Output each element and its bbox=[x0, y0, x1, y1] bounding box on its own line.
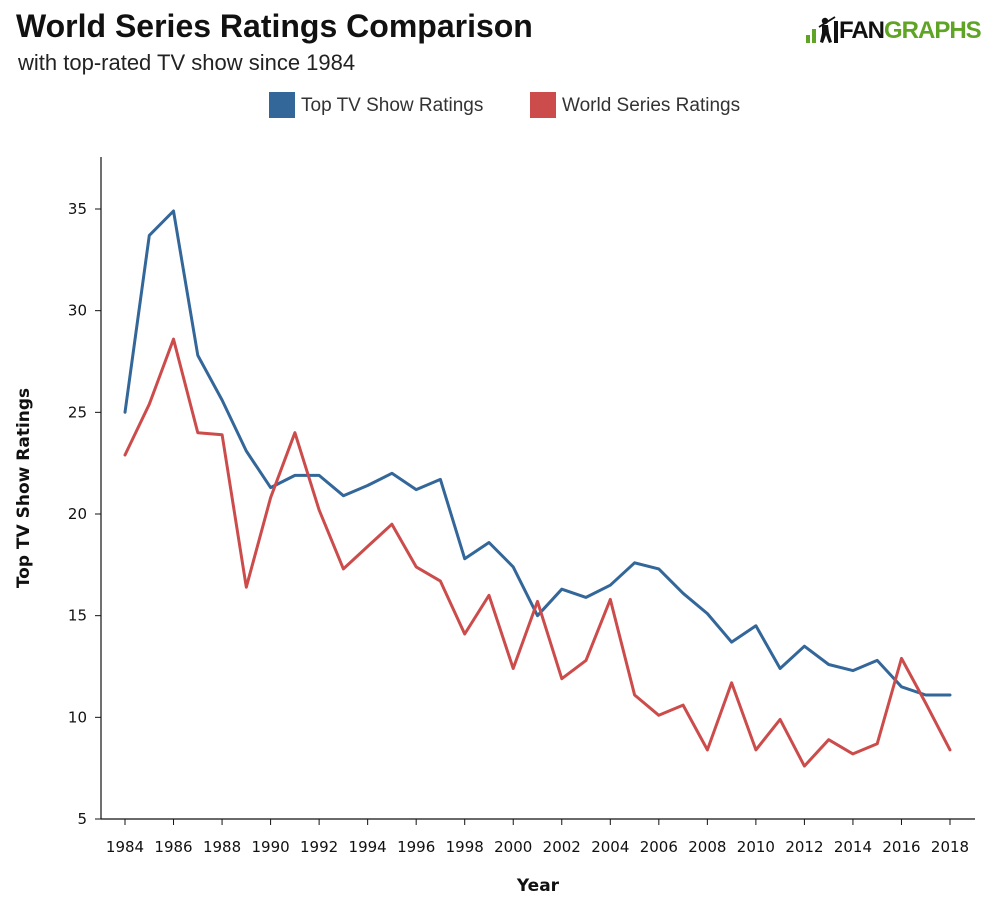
x-tick-label: 1998 bbox=[446, 838, 484, 856]
y-tick-label: 30 bbox=[68, 302, 87, 320]
y-tick-label: 20 bbox=[68, 505, 87, 523]
x-tick-label: 1988 bbox=[203, 838, 241, 856]
x-tick-label: 1996 bbox=[397, 838, 435, 856]
chart-subtitle: with top-rated TV show since 1984 bbox=[18, 50, 356, 75]
x-tick-label: 2002 bbox=[543, 838, 581, 856]
legend-label-top-tv: Top TV Show Ratings bbox=[301, 95, 484, 116]
logo-wordmark: FANGRAPHS bbox=[839, 17, 982, 45]
series-line-top-tv bbox=[123, 209, 952, 697]
y-tick-label: 15 bbox=[68, 607, 87, 625]
y-tick-label: 35 bbox=[68, 200, 87, 218]
legend-label-world-series: World Series Ratings bbox=[562, 95, 741, 116]
y-tick-label: 25 bbox=[68, 403, 87, 421]
batter-icon bbox=[806, 16, 838, 43]
legend-swatch-top-tv bbox=[269, 92, 295, 118]
chart-legend: Top TV Show Ratings World Series Ratings bbox=[0, 91, 1005, 119]
x-tick-label: 2012 bbox=[785, 838, 823, 856]
logo-text-graphs: GRAPHS bbox=[884, 17, 982, 44]
x-tick-label: 1986 bbox=[154, 838, 192, 856]
x-tick-label: 2014 bbox=[834, 838, 872, 856]
series-line-world-series bbox=[123, 337, 952, 768]
x-axis-title: Year bbox=[516, 876, 560, 896]
x-tick-label: 2008 bbox=[688, 838, 726, 856]
x-tick-label: 1992 bbox=[300, 838, 338, 856]
x-tick-label: 2010 bbox=[737, 838, 775, 856]
x-tick-label: 2018 bbox=[931, 838, 969, 856]
x-tick-label: 1994 bbox=[349, 838, 387, 856]
chart-title: World Series Ratings Comparison bbox=[16, 8, 533, 44]
y-tick-label: 5 bbox=[77, 810, 87, 828]
y-tick-label: 10 bbox=[68, 708, 87, 726]
x-tick-label: 1984 bbox=[106, 838, 144, 856]
x-tick-label: 2004 bbox=[591, 838, 629, 856]
legend-swatch-world-series bbox=[530, 92, 556, 118]
x-tick-label: 2006 bbox=[640, 838, 678, 856]
y-axis-title: Top TV Show Ratings bbox=[14, 388, 34, 588]
x-tick-label: 1990 bbox=[251, 838, 289, 856]
fangraphs-logo[interactable]: FANGRAPHS bbox=[805, 15, 995, 49]
x-tick-label: 2000 bbox=[494, 838, 532, 856]
logo-text-fan: FAN bbox=[839, 17, 885, 44]
x-tick-label: 2016 bbox=[882, 838, 920, 856]
